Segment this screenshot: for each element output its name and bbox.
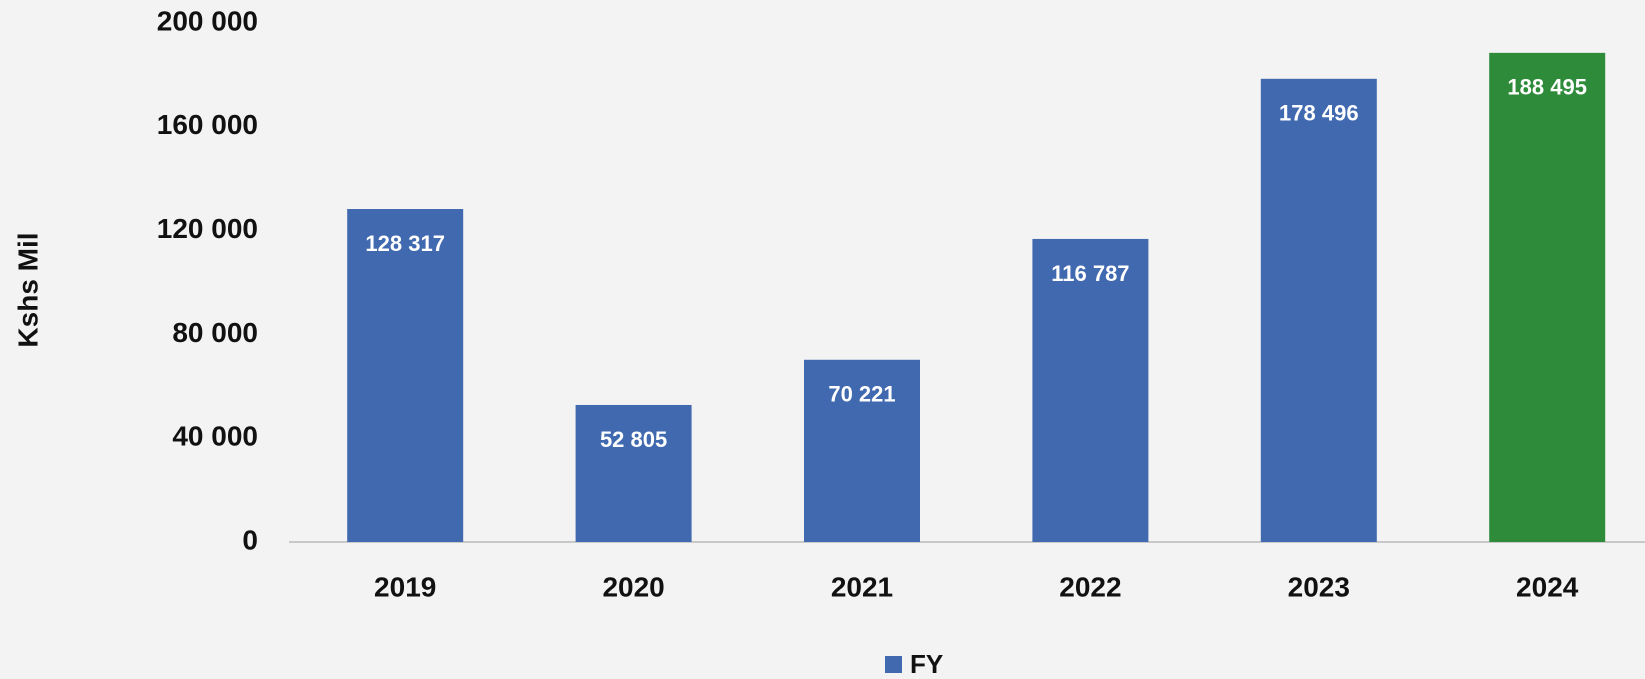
y-tick-label: 80 000 <box>172 317 258 348</box>
bar <box>1032 238 1149 542</box>
value-label: 188 495 <box>1507 75 1587 100</box>
bar <box>347 209 464 542</box>
y-tick-label: 0 <box>242 524 258 555</box>
bar <box>575 404 692 542</box>
value-label: 52 805 <box>600 427 667 452</box>
legend-label: FY <box>910 649 943 679</box>
value-label: 70 221 <box>828 382 895 407</box>
y-tick-label: 120 000 <box>157 213 258 244</box>
legend-swatch <box>885 656 902 673</box>
x-tick-label: 2021 <box>831 571 893 602</box>
bar <box>804 359 920 542</box>
x-tick-label: 2022 <box>1059 571 1121 602</box>
y-tick-label: 200 000 <box>157 5 258 36</box>
value-label: 116 787 <box>1051 261 1129 286</box>
y-tick-label: 160 000 <box>157 109 258 140</box>
x-tick-label: 2023 <box>1288 571 1350 602</box>
value-label: 178 496 <box>1279 101 1359 126</box>
x-tick-label: 2024 <box>1516 571 1579 602</box>
value-label: 128 317 <box>365 231 445 256</box>
bar <box>1489 52 1606 543</box>
y-tick-label: 40 000 <box>172 421 258 452</box>
bar <box>1260 78 1377 542</box>
x-tick-label: 2019 <box>374 571 436 602</box>
x-tick-label: 2020 <box>602 571 664 602</box>
y-axis-title: Kshs Mil <box>12 232 43 347</box>
